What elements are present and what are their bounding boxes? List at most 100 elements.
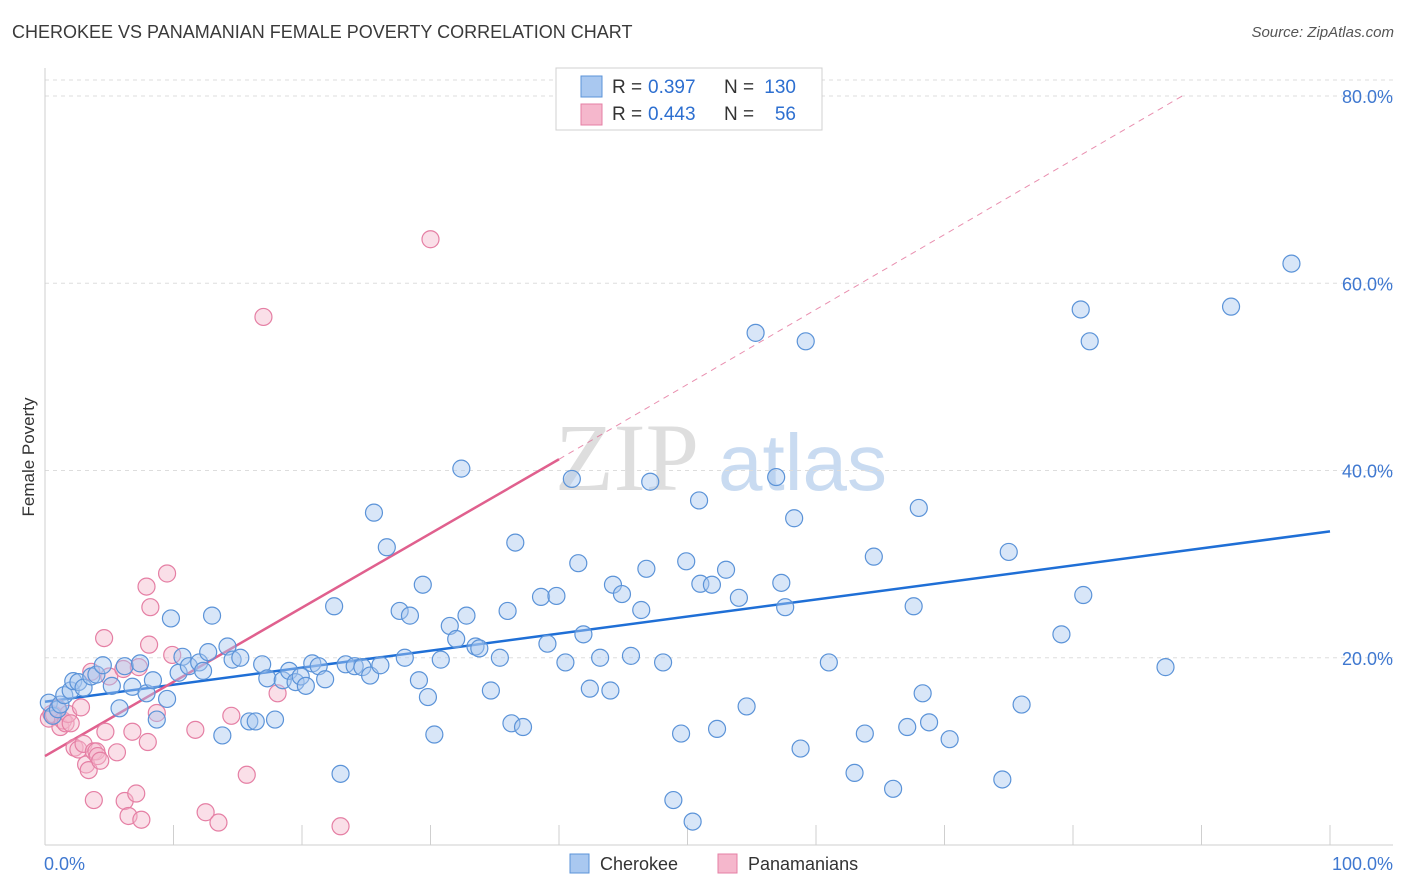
cherokee-point-35	[253, 655, 272, 674]
cherokee-point-123	[1012, 695, 1031, 714]
cherokee-point-23	[173, 647, 192, 666]
y-axis-label: Female Poverty	[19, 397, 38, 517]
cherokee-point-37	[265, 710, 285, 729]
cherokee-point-60	[418, 687, 438, 707]
panamanians-point-43	[237, 765, 256, 784]
panamanians-point-36	[147, 703, 166, 723]
panamanians-point-8	[61, 714, 80, 733]
cherokee-point-95	[683, 812, 702, 831]
cherokee-point-79	[562, 469, 581, 489]
cherokee-point-68	[470, 639, 489, 658]
cherokee-point-16	[130, 654, 150, 673]
cherokee-point-25	[190, 653, 209, 672]
panamanians-point-41	[209, 813, 228, 832]
watermark-zip: ZIP	[555, 404, 699, 511]
cherokee-point-71	[498, 601, 517, 621]
panamanians-point-20	[91, 751, 110, 770]
cherokee-point-63	[440, 616, 459, 636]
panamanians-trend-line	[44, 458, 560, 758]
cherokee-point-47	[331, 764, 350, 783]
cherokee-point-125	[1071, 300, 1090, 319]
cherokee-point-103	[746, 323, 765, 342]
y-tick-label-3: 80.0%	[1342, 87, 1393, 107]
cherokee-point-58	[409, 671, 429, 690]
cherokee-point-14	[115, 657, 134, 676]
cherokee-point-34	[246, 712, 265, 731]
cherokee-point-41	[291, 667, 310, 686]
cherokee-point-55	[390, 601, 409, 621]
cherokee-point-24	[179, 657, 199, 676]
cherokee-point-114	[883, 779, 903, 798]
legend-r-label-1: R =	[612, 77, 642, 98]
cherokee-point-129	[1221, 297, 1241, 316]
cherokee-point-100	[716, 560, 736, 579]
cherokee-point-78	[556, 653, 575, 672]
cherokee-point-21	[161, 609, 181, 628]
cherokee-point-126	[1074, 585, 1093, 605]
y-tick-label-1: 40.0%	[1342, 462, 1393, 482]
y-tick-labels: 20.0% 40.0% 60.0% 80.0%	[1342, 87, 1393, 669]
cherokee-point-33	[240, 712, 259, 731]
cherokee-point-117	[909, 498, 928, 518]
cherokee-point-118	[913, 684, 932, 703]
cherokee-point-32	[231, 648, 250, 667]
cherokee-point-108	[791, 739, 810, 758]
cherokee-point-80	[569, 554, 588, 573]
cherokee-point-20	[157, 689, 177, 709]
trend-lines	[44, 95, 1331, 758]
cherokee-point-124	[1052, 625, 1071, 644]
cherokee-point-61	[425, 725, 444, 744]
cherokee-point-98	[702, 575, 722, 594]
legend-r-value-2: 0.443	[648, 104, 696, 125]
cherokee-point-57	[400, 606, 420, 625]
cherokee-point-73	[506, 533, 525, 552]
cherokee-point-70	[490, 648, 509, 667]
cherokee-points	[39, 254, 1301, 831]
legend-label-panamanians: Panamanians	[748, 854, 858, 874]
cherokee-point-102	[737, 697, 756, 716]
cherokee-point-10	[87, 665, 106, 684]
cherokee-point-45	[316, 670, 335, 689]
legend-swatch-pink	[580, 103, 603, 126]
legend-n-label-2: N =	[724, 104, 754, 125]
panamanians-point-16	[84, 790, 103, 810]
x-tick-label-max: 100.0%	[1332, 854, 1393, 874]
panamanians-point-22	[96, 722, 115, 741]
cherokee-point-86	[612, 584, 632, 604]
legend-r-value-1: 0.397	[648, 77, 696, 98]
cherokee-point-83	[591, 648, 610, 667]
panamanians-point-28	[123, 722, 142, 741]
cherokee-point-40	[286, 672, 305, 692]
cherokee-point-119	[919, 713, 939, 732]
cherokee-point-111	[845, 763, 864, 783]
cherokee-point-93	[671, 724, 691, 743]
cherokee-point-54	[377, 538, 396, 557]
cherokee-point-122	[999, 542, 1018, 562]
cherokee-point-27	[199, 643, 218, 662]
cherokee-point-28	[202, 606, 222, 625]
cherokee-point-56	[395, 648, 414, 667]
panamanians-point-39	[186, 720, 205, 739]
cherokee-point-11	[93, 656, 112, 675]
y-tick-label-2: 60.0%	[1342, 274, 1393, 294]
cherokee-point-87	[621, 646, 641, 665]
panamanians-point-35	[141, 598, 160, 617]
cherokee-point-36	[258, 669, 277, 688]
panamanians-point-10	[69, 740, 88, 759]
panamanians-point-24	[107, 743, 127, 762]
watermark-atlas: atlas	[718, 418, 887, 507]
legend-swatch-cherokee	[569, 853, 590, 874]
cherokee-point-89	[637, 559, 656, 578]
cherokee-point-99	[707, 719, 727, 739]
cherokee-point-130	[1282, 254, 1301, 273]
panamanians-point-34	[139, 635, 159, 654]
legend-label-cherokee: Cherokee	[600, 854, 678, 874]
panamanians-point-37	[157, 564, 177, 583]
cherokee-point-42	[296, 676, 315, 695]
cherokee-point-52	[364, 503, 384, 522]
cherokee-point-75	[531, 587, 551, 606]
panamanians-point-31	[132, 810, 151, 829]
series-legend: Cherokee Panamanians	[569, 853, 858, 874]
panamanians-point-47	[254, 307, 273, 327]
panamanians-point-15	[82, 662, 101, 681]
